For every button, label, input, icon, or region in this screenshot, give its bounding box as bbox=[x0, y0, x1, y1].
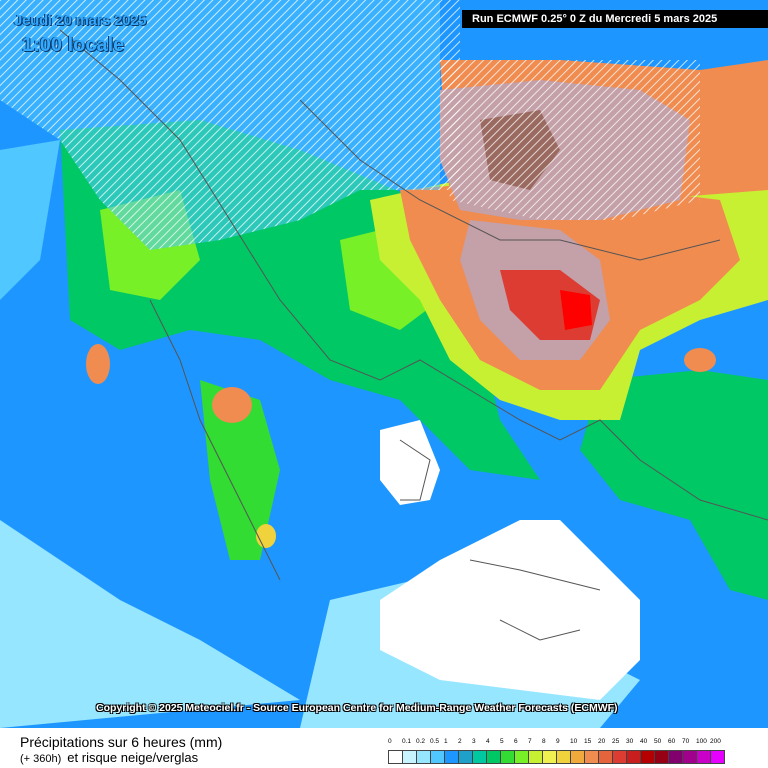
dry-zone bbox=[380, 420, 440, 505]
legend-swatch bbox=[696, 750, 711, 764]
map-canvas bbox=[0, 0, 768, 728]
legend-swatch bbox=[444, 750, 459, 764]
legend-swatch bbox=[556, 750, 571, 764]
legend-label: 200 bbox=[710, 738, 721, 745]
legend-label: 40 bbox=[640, 738, 648, 745]
legend-label: 20 bbox=[598, 738, 606, 745]
legend-swatch bbox=[570, 750, 585, 764]
legend-label: 4 bbox=[486, 738, 490, 745]
legend-label: 6 bbox=[514, 738, 518, 745]
precip-spot bbox=[212, 387, 252, 423]
legend-swatch bbox=[388, 750, 403, 764]
precip-zone-green bbox=[200, 380, 280, 560]
legend-swatch bbox=[430, 750, 445, 764]
legend-swatch bbox=[626, 750, 641, 764]
legend-label: 0.5 bbox=[430, 738, 440, 745]
legend-swatch bbox=[528, 750, 543, 764]
legend-swatch bbox=[514, 750, 529, 764]
legend-swatch bbox=[416, 750, 431, 764]
precip-zone-light bbox=[0, 520, 300, 728]
legend-label: 0 bbox=[388, 738, 392, 745]
legend-label: 1 bbox=[444, 738, 448, 745]
legend-swatch bbox=[612, 750, 627, 764]
map-title: Précipitations sur 6 heures (mm) bbox=[20, 734, 223, 750]
map-subtitle-text: et risque neige/verglas bbox=[67, 750, 199, 765]
legend-label: 7 bbox=[528, 738, 532, 745]
precipitation-map bbox=[0, 0, 768, 728]
legend-label: 25 bbox=[612, 738, 620, 745]
legend-label: 30 bbox=[626, 738, 634, 745]
legend-label: 0.1 bbox=[402, 738, 412, 745]
legend-swatch bbox=[402, 750, 417, 764]
legend-label: 8 bbox=[542, 738, 546, 745]
legend-swatch bbox=[458, 750, 473, 764]
legend-label: 2 bbox=[458, 738, 462, 745]
legend-label: 50 bbox=[654, 738, 662, 745]
legend-swatch bbox=[598, 750, 613, 764]
precip-spot bbox=[684, 348, 716, 372]
snow-ice-hatching bbox=[0, 0, 460, 250]
legend-label: 0.2 bbox=[416, 738, 426, 745]
legend-swatch bbox=[640, 750, 655, 764]
legend-swatch bbox=[682, 750, 697, 764]
legend-swatch bbox=[542, 750, 557, 764]
legend-swatch bbox=[584, 750, 599, 764]
copyright-notice: Copyright © 2025 Meteociel.fr - Source E… bbox=[96, 702, 618, 714]
forecast-date: Jeudi 20 mars 2025 bbox=[14, 12, 147, 29]
legend-label: 100 bbox=[696, 738, 707, 745]
forecast-time: 1:00 locale bbox=[22, 34, 125, 56]
legend-swatch bbox=[472, 750, 487, 764]
precip-zone-light bbox=[0, 140, 60, 300]
precip-spot bbox=[256, 524, 276, 548]
precip-core-max bbox=[560, 290, 592, 330]
legend-labels: 0 0.1 0.2 0.5 1 2 3 4 5 6 7 8 9 10 15 20 25 30 40 50 60 70 100… bbox=[388, 738, 758, 748]
dry-zone bbox=[380, 520, 640, 700]
legend-swatch bbox=[668, 750, 683, 764]
map-subtitle: (+ 360h) et risque neige/verglas bbox=[20, 750, 198, 765]
legend-swatches bbox=[388, 750, 725, 764]
legend-swatch bbox=[654, 750, 669, 764]
legend-label: 9 bbox=[556, 738, 560, 745]
legend-swatch bbox=[710, 750, 725, 764]
borders bbox=[59, 29, 768, 641]
precip-legend: 0 0.1 0.2 0.5 1 2 3 4 5 6 7 8 9 10 15 20 25 30 40 50 60 70 100… bbox=[388, 738, 758, 766]
legend-label: 15 bbox=[584, 738, 592, 745]
legend-label: 3 bbox=[472, 738, 476, 745]
forecast-lead-time: (+ 360h) bbox=[20, 753, 62, 765]
legend-label: 5 bbox=[500, 738, 504, 745]
model-run-label: Run ECMWF 0.25° 0 Z du Mercredi 5 mars 2… bbox=[462, 10, 768, 28]
legend-label: 10 bbox=[570, 738, 578, 745]
legend-label: 70 bbox=[682, 738, 690, 745]
legend-label: 60 bbox=[668, 738, 676, 745]
legend-swatch bbox=[500, 750, 515, 764]
precip-zone-green bbox=[580, 370, 768, 600]
snow-ice-hatching bbox=[440, 60, 700, 220]
legend-swatch bbox=[486, 750, 501, 764]
precip-spot bbox=[86, 344, 110, 384]
